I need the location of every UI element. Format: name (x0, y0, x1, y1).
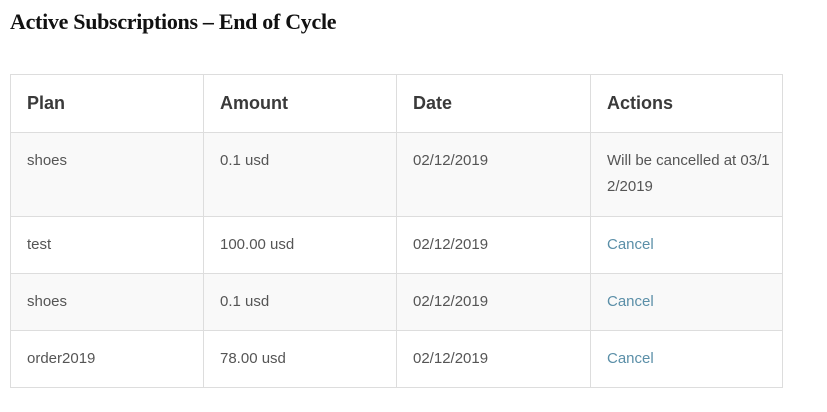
cancel-link[interactable]: Cancel (607, 236, 654, 253)
column-header-actions: Actions (590, 74, 783, 133)
table-row: order2019 78.00 usd 02/12/2019 Cancel (10, 330, 783, 388)
cancellation-notice: Will be cancelled at 03/12/2019 (590, 132, 783, 217)
amount-cell: 0.1 usd (203, 132, 397, 217)
amount-cell: 0.1 usd (203, 273, 397, 331)
date-cell: 02/12/2019 (396, 216, 591, 274)
table-row: shoes 0.1 usd 02/12/2019 Cancel (10, 273, 783, 331)
amount-cell: 100.00 usd (203, 216, 397, 274)
subscriptions-table: Plan Amount Date Actions shoes 0.1 usd 0… (10, 74, 783, 388)
table-row: test 100.00 usd 02/12/2019 Cancel (10, 216, 783, 274)
cancel-link[interactable]: Cancel (607, 350, 654, 367)
date-cell: 02/12/2019 (396, 132, 591, 217)
table-body: shoes 0.1 usd 02/12/2019 Will be cancell… (10, 132, 783, 388)
actions-cell: Cancel (590, 273, 783, 331)
date-cell: 02/12/2019 (396, 330, 591, 388)
plan-cell: order2019 (10, 330, 204, 388)
column-header-amount: Amount (203, 74, 397, 133)
table-header-row: Plan Amount Date Actions (10, 74, 783, 133)
column-header-date: Date (396, 74, 591, 133)
plan-cell: shoes (10, 273, 204, 331)
amount-cell: 78.00 usd (203, 330, 397, 388)
table-row: shoes 0.1 usd 02/12/2019 Will be cancell… (10, 132, 783, 217)
actions-cell: Cancel (590, 330, 783, 388)
cancel-link[interactable]: Cancel (607, 293, 654, 310)
column-header-plan: Plan (10, 74, 204, 133)
actions-cell: Cancel (590, 216, 783, 274)
plan-cell: test (10, 216, 204, 274)
table-header: Plan Amount Date Actions (10, 74, 783, 133)
plan-cell: shoes (10, 132, 204, 217)
page-title: Active Subscriptions – End of Cycle (10, 9, 337, 34)
date-cell: 02/12/2019 (396, 273, 591, 331)
